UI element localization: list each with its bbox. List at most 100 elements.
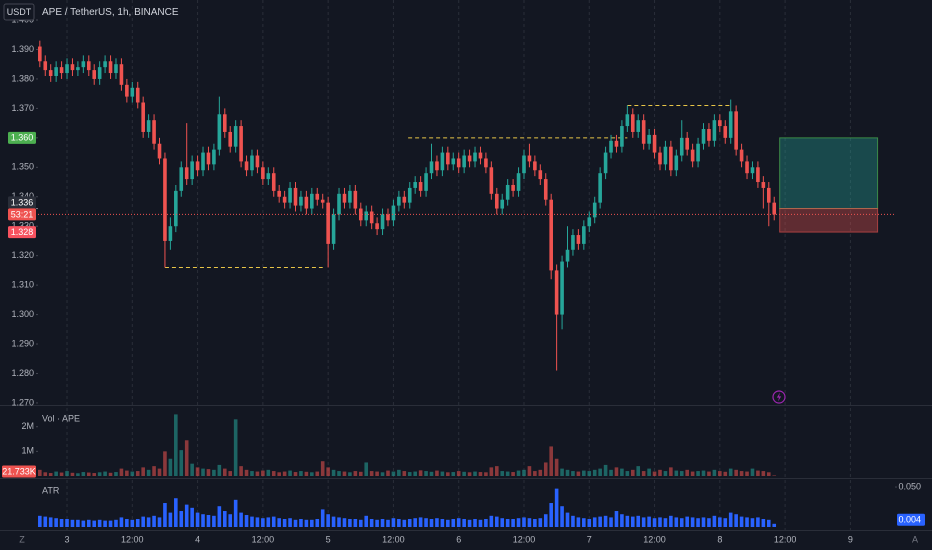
atr-bar — [288, 518, 292, 527]
atr-bar — [473, 519, 477, 527]
candle-body — [679, 137, 684, 156]
volume-bar — [299, 471, 303, 476]
volume-bar — [446, 472, 450, 476]
candle-body — [397, 196, 401, 206]
volume-bar — [92, 473, 97, 476]
volume-bar — [554, 458, 559, 476]
atr-bar — [97, 519, 102, 527]
currency-button[interactable] — [3, 3, 35, 21]
candle-body — [86, 61, 91, 71]
candle-body — [369, 211, 374, 224]
volume-bar — [152, 466, 156, 476]
atr-bar — [407, 519, 412, 527]
candle-body — [380, 214, 385, 230]
volume-bar — [266, 469, 271, 476]
atr-bar — [217, 506, 222, 527]
volume-last-label: 21.733K — [2, 466, 36, 476]
candle-body — [723, 126, 728, 138]
candle-body — [756, 167, 760, 183]
atr-bar — [380, 519, 385, 527]
volume-bar — [734, 469, 738, 476]
volume-tick-label: 1M — [21, 446, 34, 456]
corner-label[interactable]: A — [912, 534, 918, 544]
atr-bar — [652, 518, 657, 527]
volume-bar — [473, 471, 477, 476]
candle-body — [222, 114, 227, 132]
candle-body — [603, 152, 608, 174]
atr-bar — [59, 519, 64, 527]
y-tick-label: 1.320 — [11, 250, 34, 260]
volume-bar — [451, 472, 456, 476]
atr-bar — [494, 516, 499, 527]
grid — [36, 0, 897, 530]
volume-bar — [222, 468, 227, 476]
atr-bar — [614, 511, 619, 527]
atr-bar — [603, 515, 608, 527]
volume-tick-label: 2M — [21, 421, 34, 431]
atr-bar — [669, 515, 673, 527]
alert-icon[interactable] — [772, 390, 786, 404]
volume-bar — [103, 471, 107, 476]
candle-body — [402, 196, 407, 203]
atr-bar — [772, 523, 777, 527]
atr-bar — [522, 517, 526, 527]
volume-bar — [261, 470, 265, 476]
volume-bar — [707, 471, 711, 476]
y-tick-label: 1.370 — [11, 103, 34, 113]
candle-body — [358, 208, 363, 221]
volume-bar — [505, 471, 510, 476]
volume-bar — [255, 471, 260, 476]
candle-body — [467, 155, 472, 162]
candle-body — [478, 152, 483, 159]
volume-bar — [576, 471, 581, 476]
volume-bar — [728, 468, 733, 476]
atr-bar — [304, 519, 309, 527]
atr-bar — [707, 518, 711, 527]
volume-bar — [614, 467, 619, 476]
volume-bar — [114, 472, 118, 476]
atr-bar — [391, 518, 396, 527]
candle-body — [609, 140, 613, 153]
candle-body — [195, 161, 200, 171]
volume-bar — [217, 464, 222, 476]
corner-label[interactable]: Z — [19, 534, 25, 544]
volume-bar — [386, 470, 390, 476]
atr-bar — [467, 519, 472, 527]
candle-body — [76, 67, 80, 71]
candle-body — [146, 120, 151, 132]
y-tick-label: 1.330 — [11, 221, 34, 231]
atr-last-box — [897, 513, 925, 526]
candle-body — [658, 152, 662, 165]
volume-bar — [538, 469, 543, 476]
atr-bar — [369, 519, 374, 527]
candle-body — [745, 161, 749, 174]
atr-bar — [81, 520, 86, 527]
candle-body — [228, 131, 233, 147]
volume-bar — [375, 471, 379, 476]
atr-bar — [489, 515, 494, 527]
candle-body — [108, 61, 113, 74]
volume-bar — [494, 466, 499, 476]
candle-body — [59, 67, 64, 74]
candle-body — [168, 226, 173, 241]
stop-price-label-box — [8, 226, 36, 239]
candle-body — [739, 149, 744, 162]
position-profit-zone — [779, 137, 879, 210]
candle-body — [734, 111, 738, 150]
atr-bar — [582, 518, 586, 527]
x-tick-label: 6 — [456, 534, 461, 544]
atr-bar — [326, 514, 330, 527]
candle-body — [375, 223, 379, 230]
atr-bar — [108, 520, 113, 527]
x-tick-label: 4 — [195, 534, 200, 544]
atr-bar — [440, 519, 445, 527]
atr-bar — [739, 516, 744, 527]
stop-price-label: 1.328 — [11, 227, 34, 237]
atr-bar — [756, 517, 760, 527]
atr-bar — [533, 519, 537, 527]
atr-bar — [299, 519, 303, 527]
candle-body — [326, 202, 330, 244]
candle-body — [505, 184, 510, 200]
atr-bar — [685, 516, 689, 527]
